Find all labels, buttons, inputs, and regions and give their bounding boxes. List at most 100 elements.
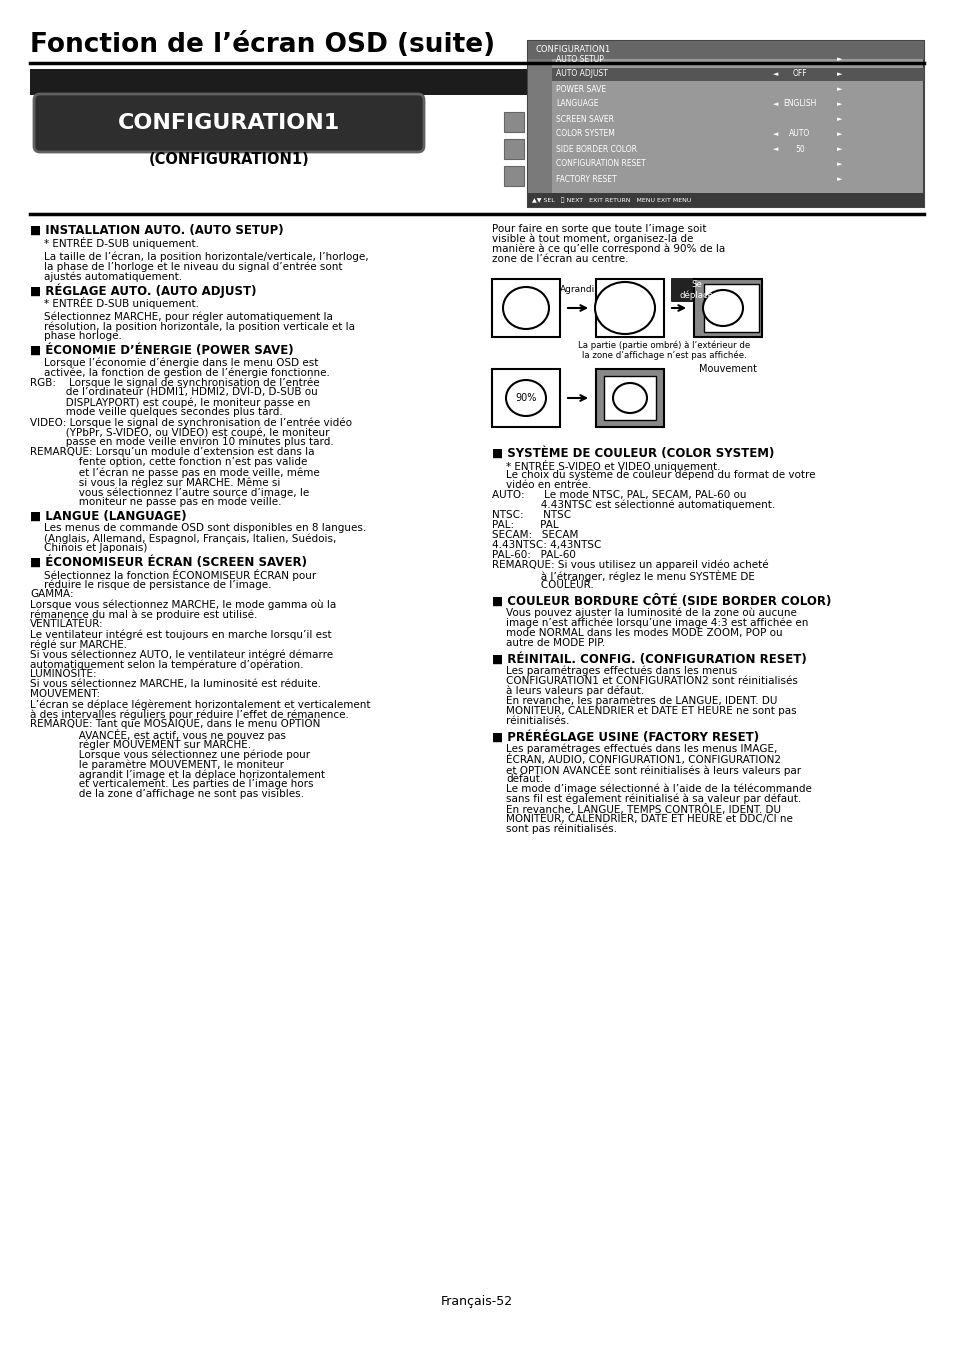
Ellipse shape: [702, 290, 742, 325]
Text: Le ventilateur intégré est toujours en marche lorsqu’il est: Le ventilateur intégré est toujours en m…: [30, 629, 332, 640]
Text: Vous pouvez ajuster la luminosité de la zone où aucune: Vous pouvez ajuster la luminosité de la …: [505, 608, 796, 618]
Text: (Anglais, Allemand, Espagnol, Français, Italien, Suédois,: (Anglais, Allemand, Espagnol, Français, …: [44, 533, 336, 544]
FancyBboxPatch shape: [670, 278, 722, 302]
Text: Français-52: Français-52: [440, 1296, 513, 1308]
Text: LANGUAGE: LANGUAGE: [556, 100, 598, 108]
Text: et verticalement. Les parties de l’image hors: et verticalement. Les parties de l’image…: [30, 779, 314, 788]
Text: à l’étranger, réglez le menu SYSTÈME DE: à l’étranger, réglez le menu SYSTÈME DE: [492, 570, 754, 582]
Text: Mouvement: Mouvement: [699, 364, 757, 374]
Text: ■ RÉGLAGE AUTO. (AUTO ADJUST): ■ RÉGLAGE AUTO. (AUTO ADJUST): [30, 284, 256, 298]
Text: activée, la fonction de gestion de l’énergie fonctionne.: activée, la fonction de gestion de l’éne…: [44, 367, 330, 378]
Text: ◄: ◄: [773, 146, 778, 153]
Bar: [503, 139, 523, 159]
Text: si vous la réglez sur MARCHE. Même si: si vous la réglez sur MARCHE. Même si: [30, 477, 280, 487]
Text: * ENTRÉE S-VIDEO et VIDEO uniquement.: * ENTRÉE S-VIDEO et VIDEO uniquement.: [505, 460, 720, 472]
Text: 50: 50: [794, 144, 804, 154]
Text: vidéo en entrée.: vidéo en entrée.: [505, 481, 591, 490]
Text: PAL:        PAL: PAL: PAL: [492, 520, 558, 531]
Text: REMARQUE: Si vous utilisez un appareil vidéo acheté: REMARQUE: Si vous utilisez un appareil v…: [492, 560, 768, 571]
Text: ◄: ◄: [773, 131, 778, 136]
Text: Si vous sélectionnez AUTO, le ventilateur intégré démarre: Si vous sélectionnez AUTO, le ventilateu…: [30, 649, 333, 660]
Text: régler MOUVEMENT sur MARCHE.: régler MOUVEMENT sur MARCHE.: [30, 738, 251, 749]
Text: VIDEO: Lorsque le signal de synchronisation de l’entrée vidéo: VIDEO: Lorsque le signal de synchronisat…: [30, 417, 352, 428]
Ellipse shape: [613, 383, 646, 413]
Text: mode NORMAL dans les modes MODE ZOOM, POP ou: mode NORMAL dans les modes MODE ZOOM, PO…: [505, 628, 781, 639]
Text: Pour faire en sorte que toute l’image soit: Pour faire en sorte que toute l’image so…: [492, 224, 706, 234]
Text: manière à ce qu’elle correspond à 90% de la: manière à ce qu’elle correspond à 90% de…: [492, 244, 724, 255]
Text: 4.43NTSC: 4,43NTSC: 4.43NTSC: 4,43NTSC: [492, 540, 600, 549]
Bar: [527, 40, 923, 59]
Text: Le mode d’image sélectionné à l’aide de la télécommande: Le mode d’image sélectionné à l’aide de …: [505, 784, 811, 795]
Text: visible à tout moment, organisez-la de: visible à tout moment, organisez-la de: [492, 234, 693, 244]
Text: RGB:    Lorsque le signal de synchronisation de l’entrée: RGB: Lorsque le signal de synchronisatio…: [30, 377, 319, 387]
Text: ■ ÉCONOMIE D’ÉNERGIE (POWER SAVE): ■ ÉCONOMIE D’ÉNERGIE (POWER SAVE): [30, 344, 294, 356]
Text: la zone d’affichage n’est pas affichée.: la zone d’affichage n’est pas affichée.: [581, 350, 745, 359]
Text: ►: ►: [837, 176, 841, 182]
Text: * ENTRÉE D-SUB uniquement.: * ENTRÉE D-SUB uniquement.: [44, 297, 199, 309]
Text: ENGLISH: ENGLISH: [782, 100, 816, 108]
Ellipse shape: [595, 282, 655, 333]
FancyBboxPatch shape: [34, 95, 423, 153]
Text: Agrandi: Agrandi: [559, 285, 595, 294]
Text: Le choix du système de couleur dépend du format de votre: Le choix du système de couleur dépend du…: [505, 470, 815, 481]
Bar: [527, 40, 923, 207]
Text: DISPLAYPORT) est coupé, le moniteur passe en: DISPLAYPORT) est coupé, le moniteur pass…: [30, 397, 310, 408]
Text: sans fil est également réinitialisé à sa valeur par défaut.: sans fil est également réinitialisé à sa…: [505, 794, 801, 805]
Text: La partie (partie ombré) à l’extérieur de: La partie (partie ombré) à l’extérieur d…: [578, 340, 749, 350]
Text: Si vous sélectionnez MARCHE, la luminosité est réduite.: Si vous sélectionnez MARCHE, la luminosi…: [30, 679, 320, 688]
Bar: [492, 369, 559, 427]
Text: rémanence du mal à se produire est utilisé.: rémanence du mal à se produire est utili…: [30, 609, 257, 620]
Text: ◄: ◄: [773, 101, 778, 107]
Text: à leurs valeurs par défaut.: à leurs valeurs par défaut.: [505, 686, 643, 697]
Text: phase horloge.: phase horloge.: [44, 331, 122, 342]
Text: CONFIGURATION1: CONFIGURATION1: [118, 113, 340, 134]
Text: ■ LANGUE (LANGUAGE): ■ LANGUE (LANGUAGE): [30, 510, 187, 522]
Text: à des intervalles réguliers pour réduire l’effet de rémanence.: à des intervalles réguliers pour réduire…: [30, 709, 349, 720]
Text: passe en mode veille environ 10 minutes plus tard.: passe en mode veille environ 10 minutes …: [30, 437, 334, 447]
Text: ►: ►: [837, 161, 841, 167]
Text: ÉCRAN, AUDIO, CONFIGURATION1, CONFIGURATION2: ÉCRAN, AUDIO, CONFIGURATION1, CONFIGURAT…: [505, 755, 781, 765]
Text: SECAM:   SECAM: SECAM: SECAM: [492, 531, 578, 540]
Bar: [527, 193, 923, 207]
Text: OFF: OFF: [792, 69, 806, 78]
Text: MOUVEMENT:: MOUVEMENT:: [30, 688, 100, 699]
Text: MONITEUR, CALENDRIER, DATE ET HEURE et DDC/CI ne: MONITEUR, CALENDRIER, DATE ET HEURE et D…: [505, 814, 792, 824]
Text: image n’est affichée lorsqu’une image 4:3 est affichée en: image n’est affichée lorsqu’une image 4:…: [505, 618, 807, 629]
Text: Sélectionnez MARCHE, pour régler automatiquement la: Sélectionnez MARCHE, pour régler automat…: [44, 310, 333, 321]
Text: La taille de l’écran, la position horizontale/verticale, l’horloge,: La taille de l’écran, la position horizo…: [44, 251, 368, 262]
Text: ►: ►: [837, 146, 841, 153]
Text: * ENTRÉE D-SUB uniquement.: * ENTRÉE D-SUB uniquement.: [44, 238, 199, 248]
Text: CONFIGURATION1: CONFIGURATION1: [536, 46, 611, 54]
Text: REMARQUE: Tant que MOSAIQUE, dans le menu OPTION: REMARQUE: Tant que MOSAIQUE, dans le men…: [30, 720, 320, 729]
Text: GAMMA:: GAMMA:: [30, 589, 73, 599]
Bar: [703, 284, 759, 332]
Text: défaut.: défaut.: [505, 774, 542, 784]
Text: (YPbPr, S-VIDEO, ou VIDEO) est coupé, le moniteur: (YPbPr, S-VIDEO, ou VIDEO) est coupé, le…: [30, 427, 329, 437]
Text: sont pas réinitialisés.: sont pas réinitialisés.: [505, 824, 617, 834]
Ellipse shape: [502, 288, 548, 329]
Text: et OPTION AVANCÉE sont réinitialisés à leurs valeurs par: et OPTION AVANCÉE sont réinitialisés à l…: [505, 764, 801, 776]
Text: ■ SYSTÈME DE COULEUR (COLOR SYSTEM): ■ SYSTÈME DE COULEUR (COLOR SYSTEM): [492, 447, 774, 460]
Bar: [503, 166, 523, 186]
Text: VENTILATEUR:: VENTILATEUR:: [30, 620, 104, 629]
Text: ■ PRÉRÉGLAGE USINE (FACTORY RESET): ■ PRÉRÉGLAGE USINE (FACTORY RESET): [492, 730, 759, 744]
Text: POWER SAVE: POWER SAVE: [556, 85, 605, 93]
Text: ■ INSTALLATION AUTO. (AUTO SETUP): ■ INSTALLATION AUTO. (AUTO SETUP): [30, 224, 283, 238]
Text: résolution, la position horizontale, la position verticale et la: résolution, la position horizontale, la …: [44, 321, 355, 332]
Text: En revanche, LANGUE, TEMPS CONTRÔLE, IDENT. DU: En revanche, LANGUE, TEMPS CONTRÔLE, IDE…: [505, 805, 781, 815]
Text: et l’écran ne passe pas en mode veille, même: et l’écran ne passe pas en mode veille, …: [30, 467, 319, 478]
Text: ■ COULEUR BORDURE CÔTÉ (SIDE BORDER COLOR): ■ COULEUR BORDURE CÔTÉ (SIDE BORDER COLO…: [492, 595, 830, 609]
Text: COULEUR.: COULEUR.: [492, 580, 593, 590]
Bar: [552, 68, 923, 81]
Bar: [503, 112, 523, 132]
Ellipse shape: [505, 379, 545, 416]
Text: FACTORY RESET: FACTORY RESET: [556, 174, 616, 184]
Text: ◄: ◄: [773, 72, 778, 77]
Text: AUTO ADJUST: AUTO ADJUST: [556, 69, 607, 78]
Text: AUTO:      Le mode NTSC, PAL, SECAM, PAL-60 ou: AUTO: Le mode NTSC, PAL, SECAM, PAL-60 o…: [492, 490, 745, 500]
Text: Lorsque l’économie d’énergie dans le menu OSD est: Lorsque l’économie d’énergie dans le men…: [44, 356, 318, 367]
Text: NTSC:      NTSC: NTSC: NTSC: [492, 510, 571, 520]
Text: SIDE BORDER COLOR: SIDE BORDER COLOR: [556, 144, 637, 154]
Text: agrandit l’image et la déplace horizontalement: agrandit l’image et la déplace horizonta…: [30, 769, 325, 779]
Text: Les paramétrages effectués dans les menus: Les paramétrages effectués dans les menu…: [505, 666, 737, 676]
